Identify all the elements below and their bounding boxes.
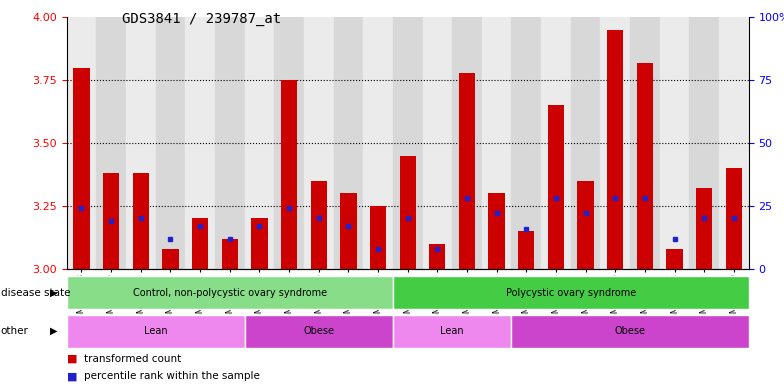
Bar <box>630 17 660 269</box>
Bar <box>696 188 713 269</box>
Bar <box>660 17 689 269</box>
Bar <box>310 181 327 269</box>
Text: Polycystic ovary syndrome: Polycystic ovary syndrome <box>506 288 636 298</box>
Bar <box>571 17 601 269</box>
Bar <box>666 249 683 269</box>
Bar <box>423 17 452 269</box>
Bar <box>482 17 511 269</box>
Bar <box>541 17 571 269</box>
Text: ▶: ▶ <box>49 326 57 336</box>
Text: ■: ■ <box>67 371 77 381</box>
Bar <box>96 17 126 269</box>
Bar <box>155 17 185 269</box>
Text: ▶: ▶ <box>49 288 57 298</box>
Bar <box>185 17 215 269</box>
Text: GDS3841 / 239787_at: GDS3841 / 239787_at <box>122 12 281 25</box>
Bar <box>192 218 209 269</box>
Text: Control, non-polycystic ovary syndrome: Control, non-polycystic ovary syndrome <box>132 288 327 298</box>
Bar <box>689 17 719 269</box>
Bar <box>459 73 475 269</box>
Bar <box>637 63 653 269</box>
Bar <box>363 17 393 269</box>
Text: ■: ■ <box>67 354 77 364</box>
Bar <box>215 17 245 269</box>
Bar <box>726 168 742 269</box>
Bar <box>222 238 238 269</box>
Text: disease state: disease state <box>1 288 71 298</box>
Bar <box>578 181 593 269</box>
Bar <box>607 30 623 269</box>
Bar <box>126 17 155 269</box>
Text: other: other <box>1 326 29 336</box>
Bar <box>393 17 423 269</box>
Bar <box>74 68 89 269</box>
Bar <box>274 17 304 269</box>
Bar <box>511 17 541 269</box>
Bar <box>132 173 149 269</box>
Text: Obese: Obese <box>303 326 334 336</box>
Bar <box>67 17 96 269</box>
Bar <box>333 17 363 269</box>
Text: Obese: Obese <box>615 326 645 336</box>
Bar <box>251 218 267 269</box>
Bar <box>400 156 416 269</box>
Text: Lean: Lean <box>441 326 464 336</box>
Bar <box>488 194 505 269</box>
Bar <box>103 173 119 269</box>
Text: transformed count: transformed count <box>84 354 181 364</box>
Bar <box>340 194 357 269</box>
Bar <box>281 80 297 269</box>
Bar <box>518 231 535 269</box>
Bar <box>719 17 749 269</box>
Bar <box>304 17 333 269</box>
Text: Lean: Lean <box>143 326 168 336</box>
Bar <box>452 17 482 269</box>
Bar <box>548 105 564 269</box>
Bar <box>370 206 387 269</box>
Bar <box>162 249 179 269</box>
Bar <box>245 17 274 269</box>
Text: percentile rank within the sample: percentile rank within the sample <box>84 371 260 381</box>
Bar <box>429 244 445 269</box>
Bar <box>601 17 630 269</box>
